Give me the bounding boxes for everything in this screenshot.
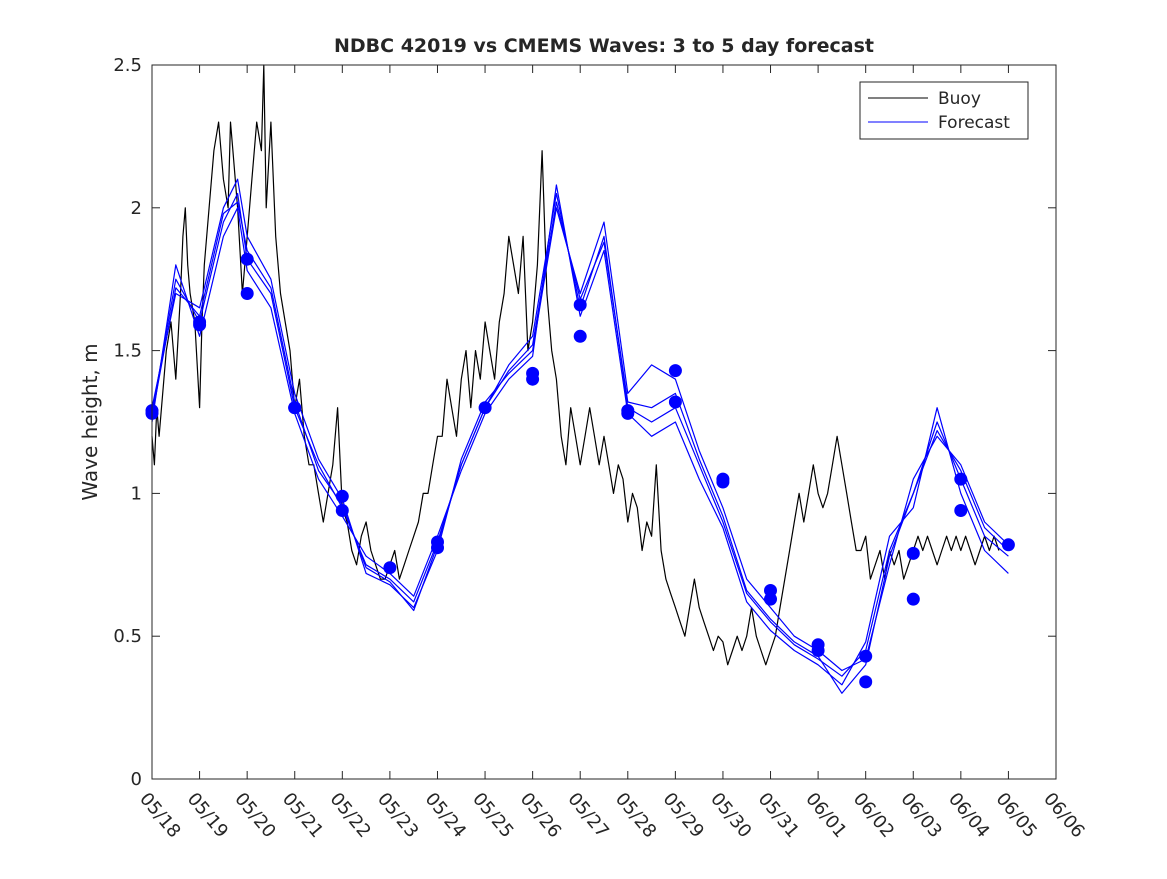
forecast-start-point: [383, 561, 397, 575]
y-tick-label: 1: [131, 483, 142, 504]
forecast-start-point: [859, 675, 873, 689]
forecast-start-point: [193, 318, 207, 332]
forecast-start-point: [573, 329, 587, 343]
y-tick-label: 1.5: [113, 341, 142, 362]
forecast-start-point: [811, 644, 825, 657]
forecast-start-point: [954, 504, 968, 517]
forecast-start-point: [335, 489, 349, 503]
marker-layer: [145, 252, 1015, 689]
forecast-start-point: [906, 592, 920, 606]
legend: Buoy Forecast: [859, 81, 1029, 140]
forecast-start-point: [573, 298, 587, 312]
y-axis-label: Wave height, m: [78, 343, 102, 500]
chart-title: NDBC 42019 vs CMEMS Waves: 3 to 5 day fo…: [334, 35, 874, 57]
forecast-start-point: [859, 649, 873, 663]
y-tick-label: 0: [131, 769, 142, 790]
series-line-forecast-4: [151, 201, 1009, 694]
forecast-start-point: [478, 401, 492, 415]
legend-box: [859, 81, 1029, 140]
forecast-start-point: [906, 546, 920, 560]
forecast-start-point: [240, 287, 254, 300]
y-tick-label: 2: [131, 198, 142, 219]
forecast-start-point: [668, 395, 682, 409]
axes-box: [151, 64, 1057, 780]
forecast-start-point: [335, 504, 349, 517]
forecast-start-point: [288, 401, 302, 415]
forecast-start-point: [240, 252, 254, 266]
forecast-start-point: [668, 364, 682, 378]
y-tick-label: 2.5: [113, 55, 142, 76]
forecast-start-point: [621, 404, 635, 418]
plot-area: [152, 65, 1056, 779]
forecast-start-point: [954, 472, 968, 486]
legend-label-forecast: Forecast: [938, 113, 1010, 133]
legend-label-buoy: Buoy: [938, 89, 981, 109]
forecast-start-point: [526, 372, 540, 386]
series-line-buoy-0: [151, 64, 1000, 666]
y-axis: 0 0.5 1 1.5 2 2.5: [113, 55, 1056, 790]
forecast-start-point: [1001, 538, 1015, 552]
y-tick-label: 0.5: [113, 626, 142, 647]
forecast-start-point: [716, 475, 730, 489]
forecast-start-point: [764, 592, 777, 606]
forecast-start-point: [431, 541, 444, 555]
